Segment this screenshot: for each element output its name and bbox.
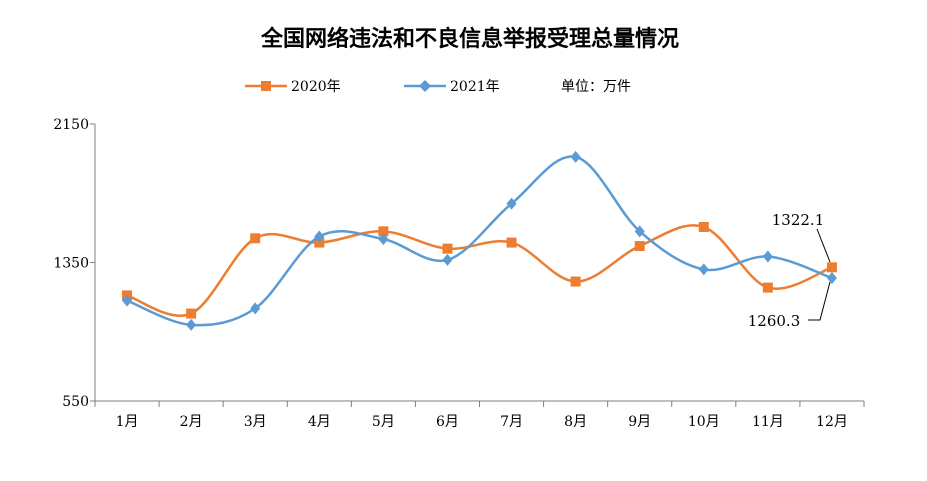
data-point (442, 243, 453, 254)
legend-label-2020: 2020年 (291, 79, 341, 95)
series-line-2020年 (126, 224, 833, 317)
annotation-2020-dec: 1322.1 (772, 211, 825, 229)
data-point (314, 230, 325, 243)
unit-label: 单位：万件 (561, 79, 631, 95)
data-point (186, 308, 197, 319)
data-point (826, 262, 837, 273)
data-point (506, 237, 517, 248)
data-point (250, 233, 261, 244)
x-tick-label: 10月 (688, 414, 720, 430)
x-tick-label: 7月 (500, 414, 523, 430)
y-tick-label: 2150 (53, 117, 89, 133)
x-tick-label: 4月 (308, 414, 331, 430)
series-line-2021年 (126, 155, 833, 327)
data-point (378, 226, 389, 237)
data-point (634, 225, 645, 238)
x-tick-label: 1月 (116, 414, 139, 430)
x-tick-label: 9月 (628, 414, 651, 430)
chart-title: 全国网络违法和不良信息举报受理总量情况 (260, 26, 679, 52)
data-point (186, 318, 197, 331)
legend: 2020年 2021年 单位：万件 (245, 79, 631, 95)
legend-label-2021: 2021年 (450, 79, 500, 95)
annotation-leader-2021 (808, 281, 831, 321)
x-tick-label: 6月 (436, 414, 459, 430)
data-point (378, 233, 389, 246)
data-point (698, 222, 709, 233)
x-tick-label: 5月 (372, 414, 395, 430)
annotation-2021-dec: 1260.3 (748, 312, 801, 330)
legend-marker-2021 (419, 80, 431, 92)
x-tick-label: 12月 (816, 414, 848, 430)
data-point (314, 237, 325, 248)
data-point (698, 263, 709, 276)
y-tick-label: 1350 (53, 256, 89, 272)
data-point (122, 294, 133, 307)
legend-marker-2020 (261, 81, 271, 91)
y-tick-label: 550 (62, 394, 89, 410)
data-point (762, 250, 773, 263)
annotation-leader-2020 (816, 228, 831, 263)
data-point (762, 282, 773, 293)
data-point (634, 241, 645, 252)
x-tick-label: 8月 (564, 414, 587, 430)
data-point (570, 150, 581, 163)
x-tick-label: 11月 (752, 414, 784, 430)
x-tick-label: 2月 (180, 414, 203, 430)
data-point (442, 253, 453, 266)
data-point (506, 197, 517, 210)
data-point (826, 272, 837, 285)
data-point (250, 302, 261, 315)
data-point (570, 276, 581, 287)
x-tick-label: 3月 (244, 414, 267, 430)
